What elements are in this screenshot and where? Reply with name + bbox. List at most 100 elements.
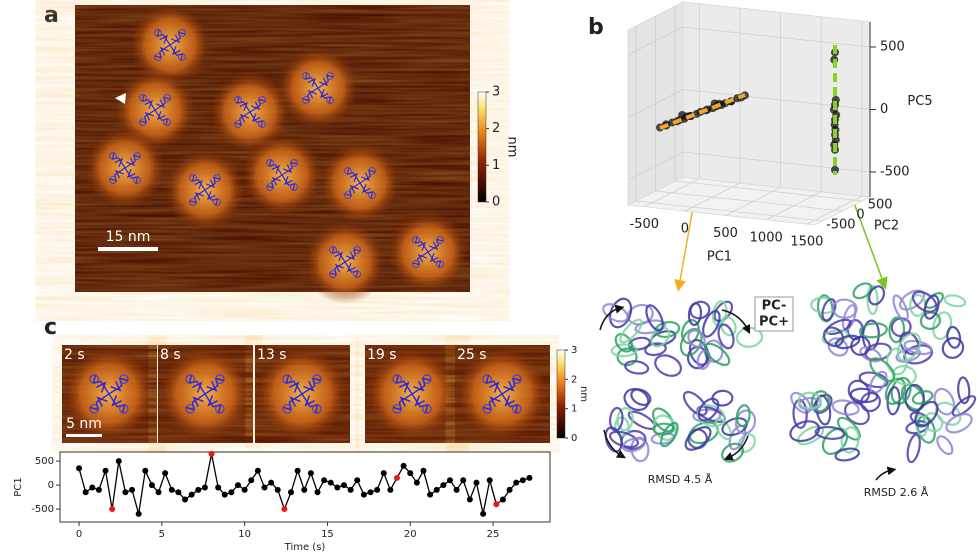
- molecule-node: [344, 167, 352, 175]
- helix: [884, 377, 907, 405]
- data-point: [433, 486, 440, 493]
- molecule-arm: [185, 393, 206, 414]
- molecule-node: [119, 404, 129, 414]
- data-point: [254, 467, 261, 474]
- helix: [682, 390, 708, 417]
- molecule-arm: [204, 189, 221, 206]
- molecule-arm: [169, 44, 186, 61]
- molecule-node: [436, 260, 444, 268]
- molecule-arm: [266, 174, 283, 191]
- data-point: [380, 470, 387, 477]
- data-point: [135, 510, 142, 517]
- data-point: [294, 467, 301, 474]
- molecule-node: [329, 246, 337, 254]
- y-axis-label: PC1: [13, 477, 24, 496]
- colorbar-tick-label: 2: [492, 121, 500, 136]
- helix: [789, 420, 821, 443]
- molecule-node: [436, 236, 444, 244]
- data-point: [360, 491, 367, 498]
- helix: [850, 335, 871, 356]
- helix: [888, 316, 906, 344]
- frame-time-label: 13 s: [257, 347, 287, 363]
- frame-time-label: 25 s: [457, 347, 487, 363]
- molecule-node: [412, 260, 420, 268]
- rotation-arrow: [721, 309, 751, 335]
- y-tick-label: 500: [35, 456, 54, 467]
- helix: [696, 349, 712, 370]
- helix: [621, 437, 646, 453]
- x-tick-label: 0: [681, 222, 689, 237]
- molecule-node: [213, 174, 221, 182]
- molecule-arm: [154, 109, 171, 126]
- molecule: [392, 374, 432, 414]
- molecule-node: [290, 183, 298, 191]
- molecule-node: [282, 404, 292, 414]
- molecule-arm: [344, 261, 361, 278]
- molecule-node: [368, 167, 376, 175]
- molecule-node: [189, 174, 197, 182]
- data-point: [261, 484, 268, 491]
- data-point: [321, 477, 328, 484]
- molecule: [185, 374, 225, 414]
- molecule-arm: [501, 374, 522, 395]
- molecule-node: [512, 374, 522, 384]
- molecule-arm: [154, 29, 171, 46]
- molecule-arm: [344, 167, 361, 184]
- data-point: [301, 486, 308, 493]
- molecule-arm: [411, 374, 432, 395]
- grid-line: [682, 89, 871, 110]
- helix: [852, 282, 873, 300]
- molecule-node: [163, 94, 171, 102]
- molecule-node: [185, 374, 195, 384]
- helix: [923, 294, 940, 320]
- grid-line: [627, 26, 684, 56]
- x-tick-label: 15: [321, 529, 334, 540]
- molecule-node: [329, 270, 337, 278]
- molecule: [109, 152, 141, 184]
- data-point: [413, 479, 420, 486]
- molecule-arm: [204, 393, 225, 414]
- data-point: [122, 489, 129, 496]
- molecule-arm: [302, 87, 319, 104]
- molecule-node: [109, 176, 117, 184]
- grid-line: [627, 151, 684, 181]
- y-axis-label: PC2: [874, 219, 899, 234]
- molecule: [154, 29, 186, 61]
- helix: [684, 426, 712, 451]
- data-point: [347, 486, 354, 493]
- x-tick-label: 10: [238, 529, 251, 540]
- data-point: [148, 482, 155, 489]
- molecule-node: [482, 404, 492, 414]
- grid-line: [635, 200, 823, 222]
- molecule-arm: [359, 167, 376, 184]
- molecule: [329, 246, 361, 278]
- molecule-node: [282, 374, 292, 384]
- data-point: [387, 486, 394, 493]
- helix: [831, 298, 858, 319]
- molecule: [266, 159, 298, 191]
- molecule-node: [482, 374, 492, 384]
- colorbar-tick-label: 0: [492, 195, 500, 210]
- grid-line: [682, 26, 871, 48]
- molecule-arm: [282, 393, 303, 414]
- panel-label: c: [44, 315, 57, 340]
- helix: [810, 390, 831, 413]
- helix: [868, 285, 886, 306]
- x-tick-label: -500: [630, 217, 660, 232]
- z-axis-label: PC5: [907, 94, 932, 109]
- helix: [735, 404, 751, 428]
- arrowhead-marker: [115, 93, 126, 104]
- molecule-node: [326, 96, 334, 104]
- colorbar-tick-label: 1: [492, 158, 500, 173]
- helix: [814, 425, 846, 440]
- data-point: [268, 479, 275, 486]
- helix: [858, 322, 888, 339]
- colorbar-tick-label: 0: [571, 433, 577, 444]
- helix: [609, 406, 624, 432]
- molecule-node: [312, 374, 322, 384]
- molecule-node: [302, 96, 310, 104]
- molecule: [139, 94, 171, 126]
- data-point: [208, 450, 215, 457]
- helix: [614, 333, 634, 353]
- data-point: [115, 458, 122, 465]
